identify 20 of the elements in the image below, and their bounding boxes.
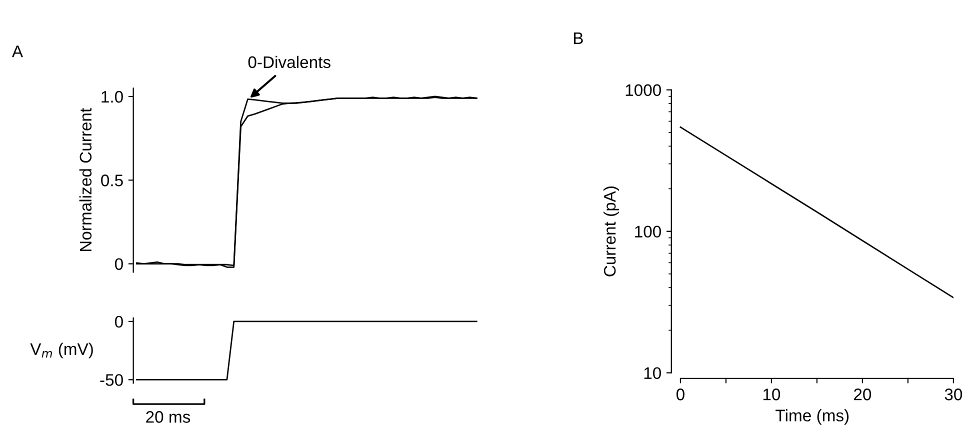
chart-title: B xyxy=(574,32,583,44)
x-tick-label: 10 xyxy=(763,388,780,400)
x-tick-label: 30 xyxy=(944,388,962,400)
x-tick-label: 0 xyxy=(676,388,684,400)
y-tick-label: 1000 xyxy=(626,84,661,96)
x-tick-label: 20 xyxy=(854,388,872,400)
chart-title: A xyxy=(12,46,24,58)
y-tick-label: 0.5 xyxy=(101,174,123,186)
y-axis-title: Current (pA) xyxy=(603,186,620,276)
y-tick-label: 10 xyxy=(644,367,661,380)
y-axis-title: V$_{m}$ (mV) xyxy=(30,342,93,358)
text: 20 ms xyxy=(146,411,190,423)
y-tick-label: 100 xyxy=(635,226,661,238)
y-axis-title: Normalized Current xyxy=(79,108,92,252)
y-tick-label: -50 xyxy=(100,374,123,386)
x-axis-title: Time (ms) xyxy=(776,409,849,425)
y-tick-label: 0 xyxy=(114,258,123,270)
y-tick-label: 1.0 xyxy=(102,90,123,103)
annotation: 0-Divalents xyxy=(248,56,330,68)
y-tick-label: 0 xyxy=(114,316,123,328)
